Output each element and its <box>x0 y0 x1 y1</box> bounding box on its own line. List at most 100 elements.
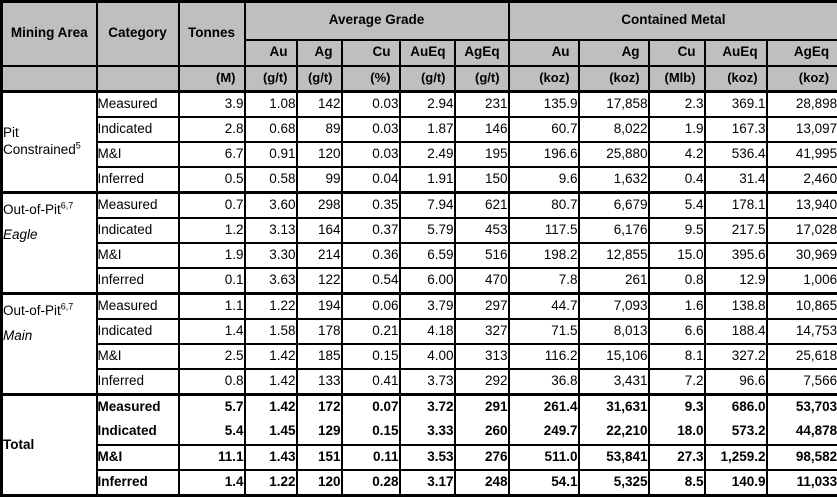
value-cell: 25,618 <box>765 342 837 371</box>
header-metal-ageq: AgEq <box>765 38 837 67</box>
footnote-sup: 6,7 <box>60 200 74 211</box>
value-cell: 188.4 <box>703 317 768 346</box>
value-cell: 80.7 <box>507 190 580 219</box>
value-cell: 7,566 <box>765 368 837 396</box>
category-cell: Indicated <box>95 419 180 447</box>
value-cell: 369.1 <box>703 90 768 118</box>
group-out-of-pit-main: Out-of-Pit6,7 Main Measured 1.1 1.22 194… <box>0 291 837 396</box>
value-cell: 12,855 <box>577 241 650 270</box>
value-cell: 10,865 <box>765 291 837 320</box>
value-cell: 2,460 <box>765 166 837 194</box>
header-grade-aueq: AuEq <box>398 38 456 67</box>
value-cell: 260 <box>453 419 510 447</box>
value-cell: 0.06 <box>340 291 401 320</box>
mining-area-out-of-pit-eagle: Out-of-Pit6,7 Eagle <box>0 191 98 295</box>
value-cell: 27.3 <box>647 443 706 472</box>
value-cell: 0.15 <box>340 342 401 371</box>
value-cell: 178 <box>295 317 343 346</box>
header-tonnes: Tonnes <box>177 0 246 67</box>
value-cell: 1,259.2 <box>703 443 768 472</box>
value-cell: 313 <box>453 342 510 371</box>
unit-grade-aueq: (g/t) <box>398 64 456 93</box>
value-cell: 327.2 <box>703 342 768 371</box>
group-total: Total Measured 5.7 1.42 172 0.07 3.72 29… <box>0 392 837 497</box>
value-cell: 0.68 <box>243 115 298 144</box>
value-cell: 0.11 <box>340 443 401 472</box>
value-cell: 231 <box>453 90 510 118</box>
value-cell: 116.2 <box>507 342 580 371</box>
value-cell: 60.7 <box>507 115 580 144</box>
category-cell: Measured <box>95 90 180 118</box>
value-cell: 2.49 <box>398 140 456 169</box>
mining-area-out-of-pit-main: Out-of-Pit6,7 Main <box>0 292 98 396</box>
header-mining-area: Mining Area <box>0 0 98 67</box>
category-cell: Measured <box>95 190 180 219</box>
value-cell: 0.8 <box>647 267 706 295</box>
value-cell: 5.4 <box>177 419 246 447</box>
value-cell: 686.0 <box>703 392 768 420</box>
value-cell: 117.5 <box>507 216 580 245</box>
category-cell: Measured <box>95 392 180 420</box>
unit-grade-ageq: (g/t) <box>453 64 510 93</box>
header-grade-au: Au <box>243 38 298 67</box>
value-cell: 96.6 <box>703 368 768 396</box>
category-cell: Inferred <box>95 368 180 396</box>
unit-metal-ageq: (koz) <box>765 64 837 93</box>
value-cell: 6.6 <box>647 317 706 346</box>
value-cell: 3.60 <box>243 190 298 219</box>
mining-area-label: Total <box>3 436 35 452</box>
value-cell: 6.00 <box>398 267 456 295</box>
value-cell: 0.21 <box>340 317 401 346</box>
value-cell: 150 <box>453 166 510 194</box>
value-cell: 291 <box>453 392 510 420</box>
value-cell: 0.54 <box>340 267 401 295</box>
value-cell: 0.58 <box>243 166 298 194</box>
value-cell: 41,995 <box>765 140 837 169</box>
value-cell: 573.2 <box>703 419 768 447</box>
value-cell: 6.7 <box>177 140 246 169</box>
header-category: Category <box>95 0 180 67</box>
value-cell: 4.00 <box>398 342 456 371</box>
value-cell: 3.72 <box>398 392 456 420</box>
value-cell: 0.03 <box>340 140 401 169</box>
value-cell: 1.45 <box>243 419 298 447</box>
unit-metal-aueq: (koz) <box>703 64 768 93</box>
value-cell: 31,631 <box>577 392 650 420</box>
value-cell: 8.5 <box>647 469 706 497</box>
value-cell: 6.59 <box>398 241 456 270</box>
value-cell: 44,878 <box>765 419 837 447</box>
value-cell: 1,006 <box>765 267 837 295</box>
value-cell: 516 <box>453 241 510 270</box>
value-cell: 12.9 <box>703 267 768 295</box>
value-cell: 17,858 <box>577 90 650 118</box>
value-cell: 13,097 <box>765 115 837 144</box>
category-cell: Indicated <box>95 216 180 245</box>
value-cell: 151 <box>295 443 343 472</box>
value-cell: 142 <box>295 90 343 118</box>
value-cell: 14,753 <box>765 317 837 346</box>
mining-area-label: Main <box>3 328 33 343</box>
value-cell: 536.4 <box>703 140 768 169</box>
value-cell: 195 <box>453 140 510 169</box>
header-grade-ageq: AgEq <box>453 38 510 67</box>
value-cell: 54.1 <box>507 469 580 497</box>
value-cell: 0.36 <box>340 241 401 270</box>
header-metal-ag: Ag <box>577 38 650 67</box>
category-cell: Inferred <box>95 166 180 194</box>
value-cell: 196.6 <box>507 140 580 169</box>
value-cell: 2.3 <box>647 90 706 118</box>
value-cell: 0.8 <box>177 368 246 396</box>
value-cell: 2.5 <box>177 342 246 371</box>
header-metal-aueq: AuEq <box>703 38 768 67</box>
value-cell: 122 <box>295 267 343 295</box>
value-cell: 8.1 <box>647 342 706 371</box>
value-cell: 36.8 <box>507 368 580 396</box>
value-cell: 1.22 <box>243 291 298 320</box>
value-cell: 53,703 <box>765 392 837 420</box>
value-cell: 3.33 <box>398 419 456 447</box>
value-cell: 298 <box>295 190 343 219</box>
category-cell: Measured <box>95 291 180 320</box>
value-cell: 1.42 <box>243 342 298 371</box>
footnote-sup: 6,7 <box>60 301 74 312</box>
